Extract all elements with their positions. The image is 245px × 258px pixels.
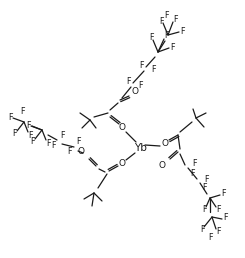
Text: F: F (149, 34, 153, 43)
Text: F: F (204, 174, 208, 183)
Text: O: O (159, 162, 166, 171)
Text: F: F (76, 138, 80, 147)
Text: F: F (216, 206, 220, 214)
Text: F: F (30, 138, 34, 147)
Text: F: F (138, 80, 142, 90)
Text: F: F (200, 225, 204, 235)
Text: F: F (164, 11, 168, 20)
Text: F: F (67, 148, 71, 157)
Text: F: F (164, 31, 168, 41)
Text: F: F (151, 64, 155, 74)
Text: F: F (173, 14, 177, 23)
Text: O: O (161, 139, 169, 148)
Text: F: F (126, 77, 130, 85)
Text: O: O (119, 158, 125, 167)
Text: F: F (139, 60, 143, 69)
Text: F: F (12, 130, 16, 139)
Text: F: F (216, 228, 220, 237)
Text: F: F (51, 141, 55, 150)
Text: O: O (119, 124, 125, 133)
Text: F: F (190, 168, 194, 178)
Text: F: F (221, 189, 225, 198)
Text: O: O (132, 87, 138, 96)
Text: F: F (8, 112, 12, 122)
Text: F: F (60, 131, 64, 140)
Text: F: F (170, 44, 174, 52)
Text: F: F (28, 131, 32, 140)
Text: O: O (77, 147, 85, 156)
Text: F: F (26, 120, 30, 130)
Text: F: F (202, 183, 206, 192)
Text: F: F (223, 214, 227, 222)
Text: F: F (159, 17, 163, 26)
Text: F: F (20, 107, 24, 116)
Text: Yb: Yb (134, 143, 147, 153)
Text: F: F (192, 159, 196, 168)
Text: F: F (46, 139, 50, 148)
Text: F: F (208, 232, 212, 241)
Text: F: F (180, 28, 184, 36)
Text: F: F (202, 206, 206, 214)
